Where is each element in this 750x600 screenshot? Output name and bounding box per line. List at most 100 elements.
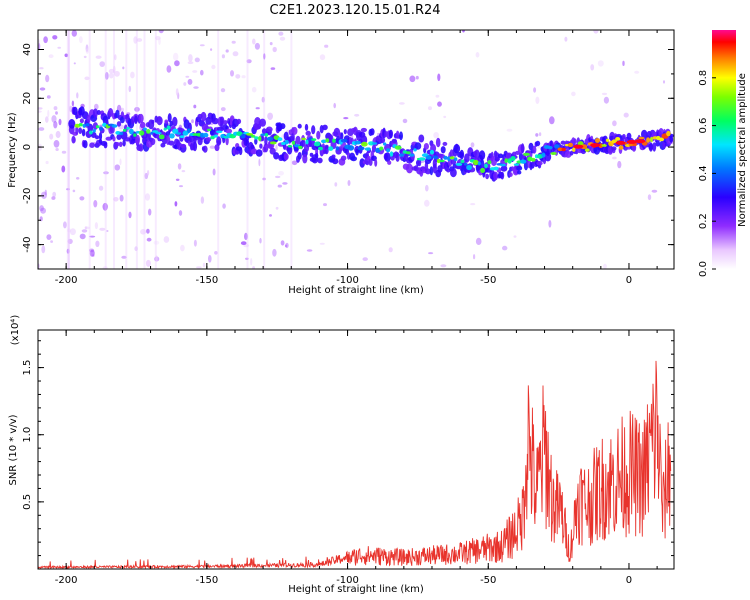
heatmap-cell <box>138 143 144 152</box>
heatmap-cell <box>462 30 465 33</box>
heatmap-cell <box>193 239 197 247</box>
heatmap-cell <box>460 159 465 164</box>
heatmap-cell <box>535 96 540 105</box>
snr-panel: -200 -150 -100 -50 0 0.5 1.0 1.5 Height of stra… <box>8 315 675 595</box>
heatmap-cell <box>114 70 120 77</box>
heatmap-cell <box>82 123 86 128</box>
heatmap-cell <box>216 140 221 145</box>
heatmap-cell <box>250 134 256 138</box>
heatmap-cell <box>199 44 205 47</box>
heatmap-cell <box>140 229 147 235</box>
heatmap-cell <box>95 125 100 129</box>
heatmap-cell <box>615 137 621 141</box>
heatmap-cell <box>284 140 289 145</box>
heatmap-cell <box>94 135 100 140</box>
heatmap-cell <box>443 155 448 160</box>
heatmap-cell <box>79 196 85 201</box>
heatmap-cell <box>567 142 574 148</box>
heatmap-cell <box>270 67 276 70</box>
heatmap-cell <box>214 251 218 255</box>
heatmap-cell <box>235 74 241 79</box>
heatmap-cell <box>435 94 440 98</box>
heatmap-cell <box>163 127 167 131</box>
heatmap-cell <box>200 196 205 204</box>
heatmap-cell <box>647 194 652 201</box>
heatmap-cell <box>646 137 651 143</box>
heatmap-cell <box>172 116 178 127</box>
heatmap-cell <box>225 128 233 134</box>
spectrogram-ytick-label: 0 <box>22 144 33 150</box>
heatmap-cell <box>202 262 206 268</box>
heatmap-cell <box>236 118 242 125</box>
heatmap-cell <box>147 170 150 176</box>
heatmap-cell <box>111 124 118 128</box>
heatmap-cell <box>208 254 212 263</box>
spectrogram-ytick-label: 20 <box>22 92 33 105</box>
heatmap-cell <box>64 53 69 58</box>
heatmap-cell <box>428 252 434 255</box>
heatmap-cell <box>76 177 80 180</box>
heatmap-cell <box>364 147 371 151</box>
heatmap-cell <box>230 70 234 77</box>
heatmap-cell <box>128 85 132 93</box>
heatmap-cell <box>246 59 252 64</box>
heatmap-cell <box>443 115 447 119</box>
heatmap-cell <box>45 160 49 165</box>
heatmap-cell <box>76 92 79 99</box>
heatmap-cell <box>603 96 610 104</box>
heatmap-cell <box>252 38 256 45</box>
heatmap-cell <box>424 168 432 175</box>
heatmap-cell <box>155 131 162 135</box>
heatmap-cell <box>180 244 185 252</box>
heatmap-cell <box>169 133 175 139</box>
heatmap-cell <box>158 37 161 45</box>
heatmap-cell <box>331 154 336 159</box>
heatmap-cell <box>250 258 253 266</box>
heatmap-cell <box>573 138 577 145</box>
heatmap-cell <box>116 134 122 141</box>
heatmap-cell <box>605 138 610 142</box>
heatmap-cell <box>193 104 197 109</box>
heatmap-cell <box>513 235 517 238</box>
heatmap-cell <box>85 48 89 54</box>
heatmap-cell <box>151 119 155 124</box>
heatmap-cell <box>394 145 402 150</box>
heatmap-cell <box>269 214 272 217</box>
heatmap-cell <box>541 152 546 158</box>
heatmap-cell <box>69 228 76 236</box>
heatmap-cell <box>324 145 329 155</box>
heatmap-cell <box>306 249 313 252</box>
heatmap-cell <box>51 115 57 123</box>
heatmap-cell <box>413 148 417 152</box>
heatmap-cell <box>368 158 373 166</box>
heatmap-cell <box>66 30 69 269</box>
heatmap-cell <box>126 126 130 130</box>
heatmap-cell <box>53 121 58 129</box>
heatmap-cell <box>523 152 530 156</box>
heatmap-cell <box>652 136 658 140</box>
heatmap-cell <box>343 117 349 120</box>
heatmap-cell <box>53 106 58 111</box>
heatmap-cell <box>383 142 387 146</box>
heatmap-cell <box>409 153 415 157</box>
heatmap-cell <box>622 134 626 139</box>
snr-frame <box>37 329 675 570</box>
heatmap-cell <box>259 237 262 244</box>
heatmap-cell <box>222 120 228 125</box>
heatmap-cell <box>601 92 608 96</box>
heatmap-cell <box>655 140 660 147</box>
heatmap-cell <box>258 136 262 142</box>
heatmap-cell <box>409 75 416 83</box>
heatmap-cell <box>302 153 308 164</box>
heatmap-cell <box>250 148 258 155</box>
heatmap-cell <box>250 144 255 150</box>
heatmap-cell <box>221 54 225 59</box>
heatmap-cell <box>571 91 576 97</box>
spectrogram-xtick-label: -100 <box>336 275 359 286</box>
heatmap-cell <box>291 160 298 166</box>
heatmap-cell <box>277 184 282 188</box>
heatmap-cell <box>361 141 368 147</box>
heatmap-cell <box>473 254 476 260</box>
